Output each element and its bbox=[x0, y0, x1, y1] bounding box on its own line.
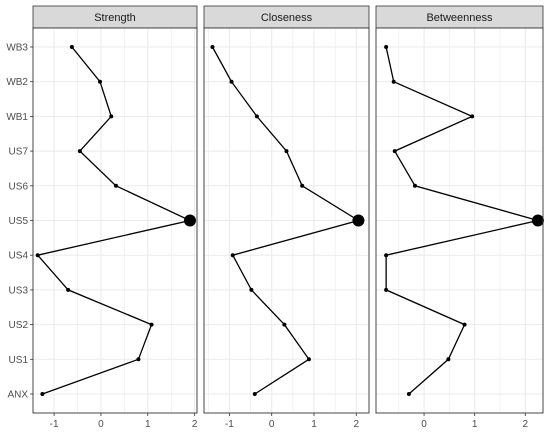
x-tick-label: 0 bbox=[269, 419, 275, 430]
y-tick-label-us4: US4 bbox=[9, 251, 29, 262]
x-tick-label: 0 bbox=[98, 419, 104, 430]
data-point-us2 bbox=[462, 322, 467, 327]
panel-strength: Strength -1 0 1 2 bbox=[32, 5, 198, 430]
x-tick-label: 1 bbox=[311, 419, 317, 430]
data-point-wb1 bbox=[254, 114, 259, 119]
y-tick-label-us2: US2 bbox=[9, 320, 29, 331]
data-point-wb2 bbox=[98, 79, 103, 84]
data-point-us4 bbox=[230, 253, 235, 258]
data-point-anx bbox=[40, 392, 45, 396]
data-point-us2 bbox=[282, 322, 287, 327]
data-point-wb3 bbox=[210, 45, 215, 49]
x-tick-label: 1 bbox=[145, 419, 151, 430]
data-point-us1 bbox=[306, 357, 311, 362]
y-tick-label-us5: US5 bbox=[9, 216, 29, 227]
x-tick-label: 2 bbox=[354, 419, 360, 430]
x-tick-label: 2 bbox=[523, 419, 529, 430]
data-point-us5 bbox=[183, 214, 196, 227]
data-point-us4 bbox=[384, 253, 389, 258]
data-point-us6 bbox=[300, 183, 305, 188]
data-point-us3 bbox=[384, 287, 389, 292]
facet-title: Betweenness bbox=[426, 12, 493, 24]
y-tick-label-us6: US6 bbox=[9, 181, 29, 192]
data-point-us5 bbox=[352, 214, 365, 227]
data-point-us3 bbox=[249, 287, 254, 292]
data-point-us5 bbox=[531, 214, 544, 227]
data-point-us7 bbox=[284, 149, 289, 154]
x-tick-label: -1 bbox=[50, 419, 59, 430]
data-point-wb2 bbox=[391, 79, 396, 84]
data-point-us7 bbox=[77, 149, 82, 154]
data-point-wb1 bbox=[109, 114, 114, 119]
data-point-wb2 bbox=[229, 79, 234, 84]
data-point-us6 bbox=[113, 183, 118, 188]
y-tick-label-us1: US1 bbox=[9, 355, 29, 366]
panel-border bbox=[32, 27, 198, 414]
data-point-us6 bbox=[412, 183, 417, 188]
y-tick-label-wb3: WB3 bbox=[6, 43, 28, 54]
data-point-us3 bbox=[66, 287, 71, 292]
x-tick-label: 1 bbox=[472, 419, 478, 430]
panel-betweenness: Betweenness 0 1 2 bbox=[375, 5, 544, 430]
y-tick-label-us7: US7 bbox=[9, 147, 29, 158]
x-tick-label: -1 bbox=[225, 419, 234, 430]
data-point-us4 bbox=[35, 253, 40, 258]
x-tick-label: 0 bbox=[421, 419, 427, 430]
data-point-us1 bbox=[446, 357, 451, 362]
data-point-us2 bbox=[149, 322, 154, 327]
y-tick-label-us3: US3 bbox=[9, 285, 29, 296]
facet-title: Closeness bbox=[261, 12, 313, 24]
x-tick-label: 2 bbox=[192, 419, 198, 430]
y-tick-label-wb2: WB2 bbox=[6, 77, 28, 88]
data-point-wb1 bbox=[470, 114, 475, 119]
y-tick-label-anx: ANX bbox=[7, 390, 28, 401]
data-point-us1 bbox=[136, 357, 141, 362]
data-point-anx bbox=[406, 392, 411, 396]
data-point-wb3 bbox=[69, 45, 74, 49]
panel-border bbox=[203, 27, 370, 414]
panel-closeness: Closeness -1 0 1 2 bbox=[203, 5, 370, 430]
data-point-wb3 bbox=[384, 45, 389, 49]
data-point-us7 bbox=[392, 149, 397, 154]
y-tick-label-wb1: WB1 bbox=[6, 112, 28, 123]
panel-border bbox=[375, 27, 544, 414]
data-point-anx bbox=[252, 392, 257, 396]
facet-title: Strength bbox=[94, 12, 136, 24]
